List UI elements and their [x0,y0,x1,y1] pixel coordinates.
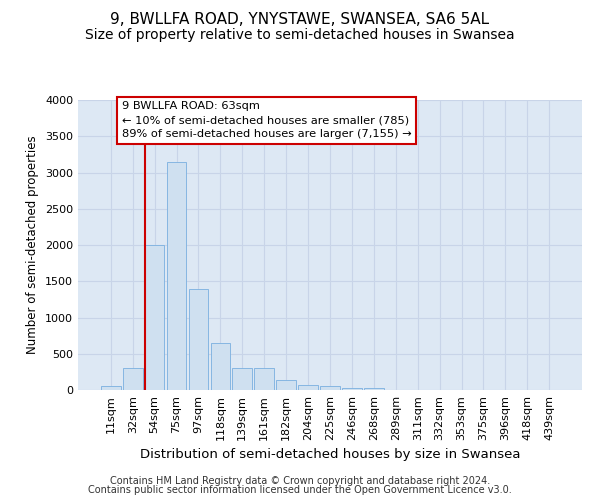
Bar [342,388,362,390]
Bar [101,386,121,390]
Bar [298,385,318,390]
Text: Contains public sector information licensed under the Open Government Licence v3: Contains public sector information licen… [88,485,512,495]
X-axis label: Distribution of semi-detached houses by size in Swansea: Distribution of semi-detached houses by … [140,448,520,462]
Bar [211,343,230,390]
Bar [276,380,296,390]
Bar [254,368,274,390]
Y-axis label: Number of semi-detached properties: Number of semi-detached properties [26,136,40,354]
Text: Contains HM Land Registry data © Crown copyright and database right 2024.: Contains HM Land Registry data © Crown c… [110,476,490,486]
Bar [123,368,143,390]
Text: 9 BWLLFA ROAD: 63sqm
← 10% of semi-detached houses are smaller (785)
89% of semi: 9 BWLLFA ROAD: 63sqm ← 10% of semi-detac… [122,102,412,140]
Bar [167,162,187,390]
Text: Size of property relative to semi-detached houses in Swansea: Size of property relative to semi-detach… [85,28,515,42]
Bar [145,245,164,390]
Text: 9, BWLLFA ROAD, YNYSTAWE, SWANSEA, SA6 5AL: 9, BWLLFA ROAD, YNYSTAWE, SWANSEA, SA6 5… [110,12,490,28]
Bar [320,386,340,390]
Bar [232,368,252,390]
Bar [364,388,384,390]
Bar [188,288,208,390]
